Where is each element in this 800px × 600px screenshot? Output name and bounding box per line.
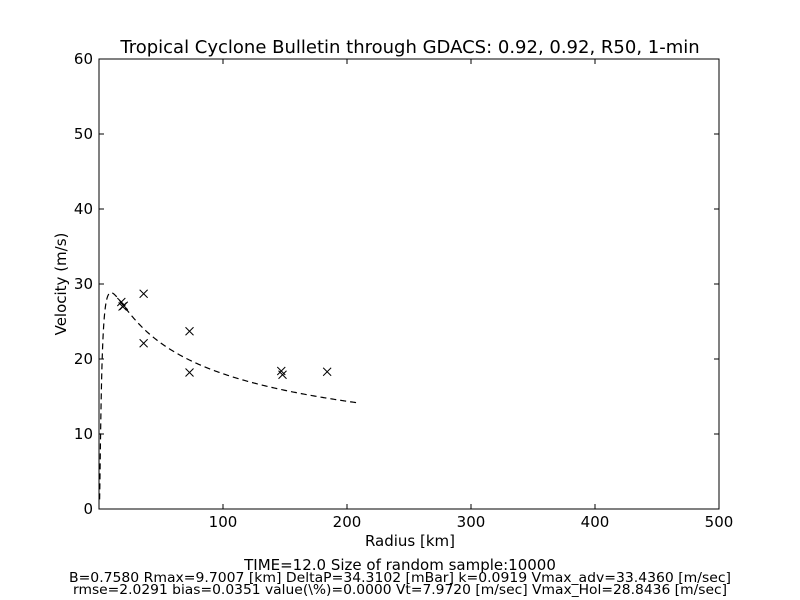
x-tick-label: 100: [209, 513, 238, 531]
y-tick-label: 0: [83, 500, 93, 518]
x-axis-label: Radius [km]: [365, 532, 455, 550]
scatter-points: [116, 289, 332, 380]
data-point: [139, 338, 148, 348]
y-tick-label: 10: [74, 425, 93, 443]
y-tick-label: 50: [74, 125, 93, 143]
footer-line-2: B=0.7580 Rmax=9.7007 [km] DeltaP=34.3102…: [69, 571, 731, 586]
fit-curve-group: [99, 292, 359, 500]
plot-area: [98, 58, 720, 510]
x-tick-label: 500: [705, 513, 734, 531]
y-tick-label: 20: [74, 350, 93, 368]
x-tick-label: 200: [333, 513, 362, 531]
x-tick-label: 400: [581, 513, 610, 531]
y-axis-label: Velocity (m/s): [52, 233, 70, 336]
data-point: [139, 289, 148, 299]
data-point: [185, 368, 194, 377]
fit-curve: [99, 292, 359, 500]
y-tick-label: 60: [74, 50, 93, 68]
axis-ticks: 100 200 300 400 500 0 10 20 30 40 50 60: [74, 50, 733, 531]
data-point: [185, 326, 194, 336]
footer-line-3: rmse=2.0291 bias=0.0351 value(\%)=0.0000…: [73, 583, 727, 598]
data-point: [278, 370, 287, 380]
chart-title: Tropical Cyclone Bulletin through GDACS:…: [119, 37, 699, 58]
y-tick-label: 30: [74, 275, 93, 293]
footer-line-1: TIME=12.0 Size of random sample:10000: [243, 556, 556, 574]
x-tick-label: 300: [457, 513, 486, 531]
data-point: [322, 367, 332, 377]
y-tick-label: 40: [74, 200, 93, 218]
data-point: [119, 301, 129, 311]
